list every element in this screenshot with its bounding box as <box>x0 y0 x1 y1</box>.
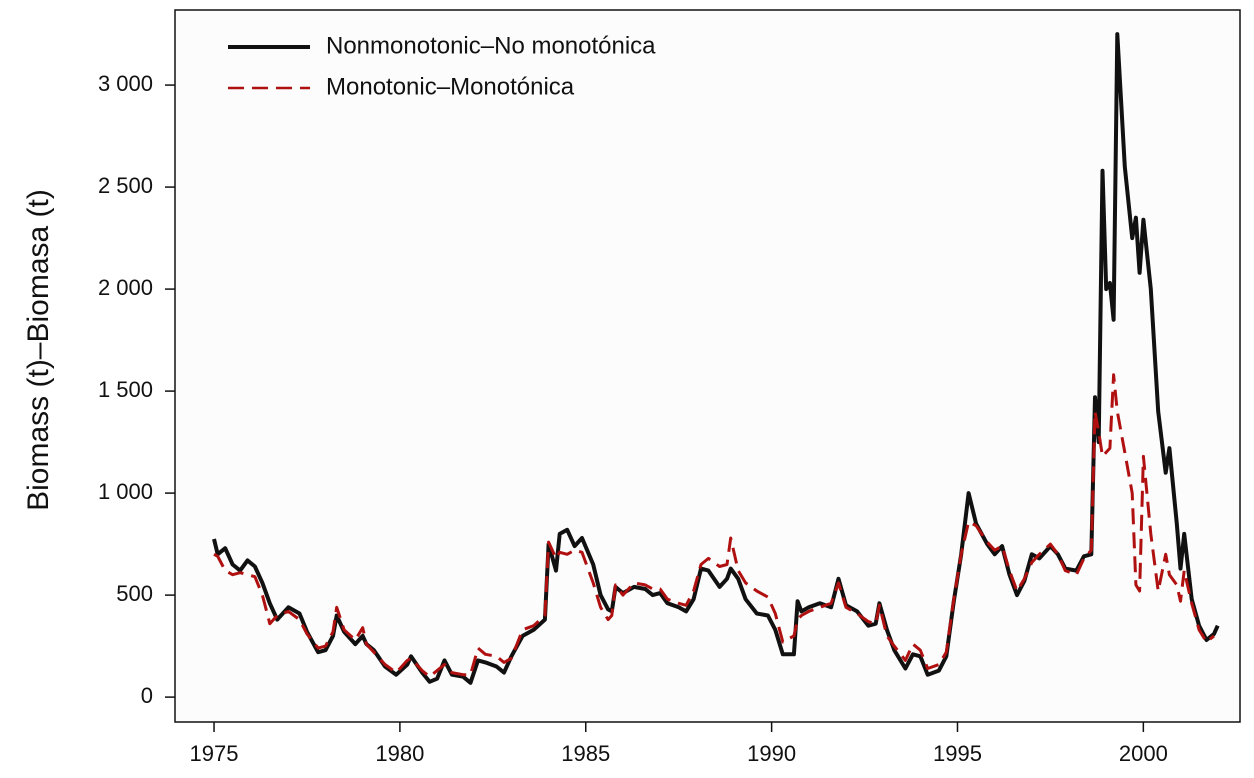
series-line <box>212 32 1220 685</box>
x-tick-label: 1975 <box>190 741 239 766</box>
legend-label: Nonmonotonic–No monotónica <box>326 32 656 59</box>
y-tick-label: 1 000 <box>98 479 153 504</box>
x-tick-label: 1980 <box>375 741 424 766</box>
y-tick-label: 2 000 <box>98 275 153 300</box>
x-tick-label: 1995 <box>933 741 982 766</box>
y-tick-label: 3 000 <box>98 71 153 96</box>
y-tick-label: 1 500 <box>98 377 153 402</box>
y-axis-title: Biomass (t)–Biomasa (t) <box>22 189 55 511</box>
series-line <box>213 373 1215 679</box>
legend-label: Monotonic–Monotónica <box>326 73 575 100</box>
y-tick-label: 0 <box>141 683 153 708</box>
plot-frame <box>174 9 1241 723</box>
x-tick-label: 1990 <box>747 741 796 766</box>
y-tick-label: 500 <box>116 581 153 606</box>
x-tick-label: 2000 <box>1119 741 1168 766</box>
x-tick-label: 1985 <box>561 741 610 766</box>
y-tick-label: 2 500 <box>98 173 153 198</box>
